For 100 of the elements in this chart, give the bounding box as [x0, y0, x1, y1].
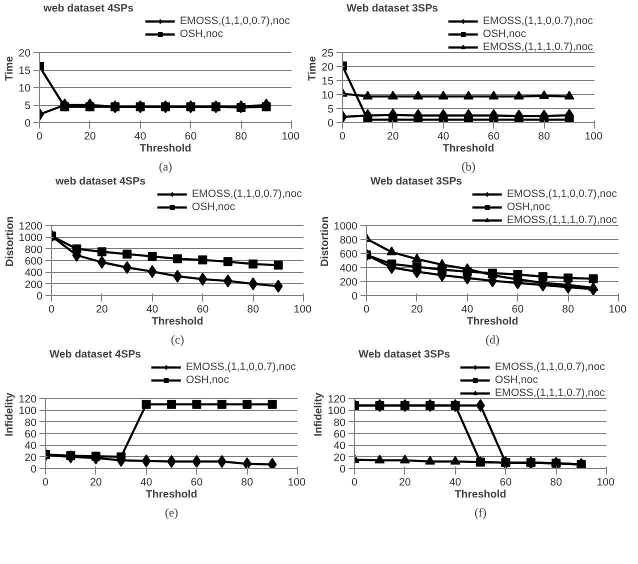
x-tick-label: 80 [550, 476, 562, 488]
x-tick-label: 20 [398, 476, 411, 488]
y-tick-label: 0 [30, 464, 37, 476]
y-axis-title: Time [4, 56, 16, 81]
x-tick-label: 60 [512, 304, 524, 316]
x-tick-label: 20 [84, 130, 96, 142]
x-tick-label: 100 [608, 304, 627, 316]
y-tick-label: 200 [340, 276, 358, 288]
y-tick-label: 0 [340, 464, 346, 476]
x-tick-label: 40 [437, 130, 450, 142]
y-axis-title: Time [306, 56, 319, 81]
x-tick-label: 0 [364, 304, 370, 316]
y-tick-label: 400 [340, 262, 358, 274]
y-tick-label: 25 [322, 48, 334, 60]
x-tick-label: 40 [449, 476, 462, 488]
x-tick-label: 80 [562, 304, 574, 316]
y-axis-title: Infidelity [312, 392, 325, 436]
x-axis-title: Threshold [454, 488, 506, 500]
x-tick-label: 60 [488, 130, 500, 142]
y-tick-label: 20 [24, 452, 37, 464]
x-axis-title: Threshold [152, 316, 204, 328]
y-tick-label: 5 [24, 100, 31, 112]
x-tick-label: 60 [190, 476, 203, 488]
y-tick-label: 1200 [18, 220, 43, 232]
legend-label: EMOSS,(1,1,1,0.7),noc [482, 41, 593, 53]
chart-title: Web dataset 4SPs [50, 348, 142, 360]
text: (f) [474, 506, 487, 520]
chart-title: web dataset 4SPs [42, 2, 134, 14]
y-tick-label: 5 [328, 104, 334, 116]
legend-label: EMOSS,(1,1,0,0.7),noc [482, 15, 593, 27]
x-tick-label: 80 [538, 130, 550, 142]
y-tick-label: 600 [340, 248, 358, 260]
x-tick-label: 60 [196, 304, 209, 316]
legend-label: OSH,noc [192, 201, 236, 213]
legend-label: OSH,noc [186, 374, 230, 386]
legend-label: EMOSS,(1,1,1,0.7),noc [506, 214, 617, 226]
y-tick-label: 0 [328, 118, 334, 130]
legend-label: OSH,noc [494, 374, 538, 386]
x-tick-label: 100 [294, 304, 312, 316]
text: (b) [462, 160, 476, 174]
y-tick-label: 20 [322, 62, 334, 74]
x-tick-label: 80 [241, 476, 254, 488]
legend-label: EMOSS,(1,1,0,0.7),noc [494, 361, 605, 373]
chart-title: Web dataset 3SPs [346, 2, 438, 14]
x-axis-title: Threshold [466, 316, 518, 328]
text: (a) [158, 160, 172, 174]
y-tick-label: 1000 [18, 232, 43, 244]
y-tick-label: 10 [18, 82, 31, 94]
x-tick-label: 60 [500, 476, 512, 488]
y-tick-label: 800 [24, 244, 43, 256]
text: (e) [164, 506, 178, 520]
x-tick-label: 40 [140, 476, 152, 488]
x-tick-label: 20 [96, 304, 108, 316]
y-tick-label: 0 [36, 290, 43, 302]
text: (d) [486, 332, 500, 346]
x-axis-title: Threshold [140, 142, 192, 154]
legend-label: OSH,noc [180, 28, 224, 40]
text: (c) [170, 332, 184, 346]
y-tick-label: 80 [334, 416, 346, 429]
legend-label: EMOSS,(1,1,0,0.7),noc [180, 15, 290, 27]
legend-label: OSH,noc [482, 28, 526, 40]
x-tick-label: 100 [596, 476, 615, 488]
y-tick-label: 120 [18, 394, 37, 406]
y-tick-label: 15 [322, 76, 334, 88]
x-axis-title: Threshold [442, 142, 494, 154]
x-tick-label: 20 [90, 476, 102, 488]
y-axis-title: Distortion [318, 216, 331, 267]
y-tick-label: 100 [18, 405, 37, 418]
y-tick-label: 40 [334, 440, 346, 452]
x-tick-label: 100 [282, 130, 300, 142]
legend-label: EMOSS,(1,1,1,0.7),noc [494, 387, 605, 399]
y-tick-label: 1000 [334, 220, 358, 232]
x-tick-label: 40 [134, 130, 146, 142]
legend-label: EMOSS,(1,1,0,0.7),noc [192, 188, 302, 200]
x-tick-label: 80 [235, 130, 248, 142]
y-tick-label: 0 [24, 118, 31, 130]
x-axis-title: Threshold [146, 488, 198, 500]
y-tick-label: 60 [24, 428, 37, 440]
y-tick-label: 20 [18, 48, 31, 60]
y-axis-title: Infidelity [4, 392, 16, 436]
chart-title: Web dataset 3SPs [358, 348, 450, 360]
y-tick-label: 0 [352, 290, 358, 302]
y-tick-label: 15 [18, 65, 31, 77]
legend-label: EMOSS,(1,1,0,0.7),noc [506, 188, 617, 200]
chart-title: Web dataset 3SPs [370, 176, 462, 188]
x-tick-label: 20 [410, 304, 423, 316]
x-tick-label: 40 [146, 304, 158, 316]
legend-label: OSH,noc [506, 201, 550, 213]
y-tick-label: 10 [322, 90, 334, 102]
x-tick-label: 80 [247, 304, 260, 316]
y-axis-title: Distortion [4, 216, 16, 267]
x-tick-label: 40 [461, 304, 474, 316]
x-tick-label: 100 [584, 130, 603, 142]
y-tick-label: 800 [340, 234, 358, 246]
y-tick-label: 100 [328, 405, 346, 418]
y-tick-label: 40 [24, 440, 37, 452]
legend-label: EMOSS,(1,1,0,0.7),noc [186, 361, 296, 373]
x-tick-label: 100 [288, 476, 306, 488]
chart-title: web dataset 4SPs [54, 176, 146, 188]
y-tick-label: 600 [24, 256, 43, 268]
